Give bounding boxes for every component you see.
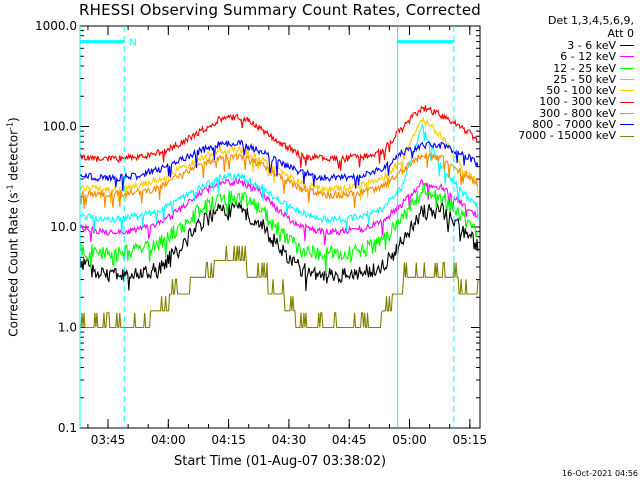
legend-swatch	[620, 67, 634, 69]
legend-swatch	[620, 79, 634, 81]
series-line-6	[79, 105, 479, 171]
x-tick-label: 04:00	[151, 433, 186, 447]
legend-entries: 3 - 6 keV 6 - 12 keV 12 - 25 keV 25 - 50 ke…	[518, 40, 634, 142]
y-tick-label: 100.0	[43, 120, 77, 134]
legend-swatch	[620, 56, 634, 58]
legend-entry-label: 50 - 100 keV	[546, 84, 616, 98]
legend-entry: 6 - 12 keV	[518, 50, 634, 64]
x-tick-label: 04:15	[211, 433, 246, 447]
series-line-7	[79, 152, 479, 209]
legend-entry: 50 - 100 keV	[518, 85, 634, 96]
x-tick-label: 04:30	[272, 433, 307, 447]
legend-entry-label: 25 - 50 keV	[553, 72, 616, 86]
legend-entry: 800 - 7000 keV	[518, 119, 634, 130]
legend-entry-label: 100 - 300 keV	[539, 95, 616, 109]
legend-entry: 12 - 25 keV	[518, 61, 634, 75]
legend-entry: 300 - 800 keV	[518, 106, 634, 120]
chart-title: RHESSI Observing Summary Count Rates, Co…	[78, 1, 481, 19]
legend-entry: 100 - 300 keV	[518, 95, 634, 109]
legend-swatch	[620, 135, 634, 137]
y-axis-label: Corrected Count Rate (s-1 detector-1)	[5, 117, 21, 337]
legend-entry-label: 6 - 12 keV	[560, 50, 616, 64]
series-line-5	[79, 117, 479, 204]
x-tick-label: 04:45	[332, 433, 367, 447]
y-tick-label: 0.1	[58, 421, 77, 435]
x-tick-label: 03:45	[91, 433, 126, 447]
legend-swatch	[620, 45, 634, 47]
x-tick-label: 05:15	[453, 433, 488, 447]
interval-bar-label: N	[129, 38, 136, 49]
legend: Det 1,3,4,5,6,9, Att 0 3 - 6 keV 6 - 12 k…	[518, 14, 634, 142]
timestamp-label: 16-Oct-2021 04:56	[562, 469, 638, 478]
legend-swatch	[620, 112, 634, 114]
legend-entry-label: 12 - 25 keV	[553, 61, 616, 75]
legend-entry-label: 800 - 7000 keV	[532, 118, 616, 132]
legend-entry-label: 300 - 800 keV	[539, 106, 616, 120]
x-axis-label: Start Time (01-Aug-07 03:38:02)	[173, 454, 387, 469]
legend-entry: 7000 - 15000 keV	[518, 129, 634, 143]
legend-entry: 25 - 50 keV	[518, 74, 634, 85]
series-line-1	[79, 200, 479, 292]
x-tick-label: 05:00	[392, 433, 427, 447]
legend-header-attenuator: Att 0	[607, 27, 634, 40]
legend-entry-label: 7000 - 15000 keV	[518, 129, 616, 143]
y-tick-label: 1.0	[58, 321, 77, 335]
legend-entry-label: 3 - 6 keV	[567, 39, 616, 52]
legend-header-detectors: Det 1,3,4,5,6,9,	[547, 14, 634, 27]
series-line-3	[79, 183, 479, 274]
legend-swatch	[620, 90, 634, 92]
legend-swatch	[620, 101, 634, 103]
series-line-9	[80, 245, 479, 329]
legend-entry: 3 - 6 keV	[518, 40, 634, 51]
series-line-2	[79, 177, 479, 246]
y-tick-label: 10.0	[50, 220, 77, 234]
legend-swatch	[620, 124, 634, 126]
y-tick-label: 1000.0	[35, 19, 77, 33]
series-line-8	[79, 139, 479, 192]
